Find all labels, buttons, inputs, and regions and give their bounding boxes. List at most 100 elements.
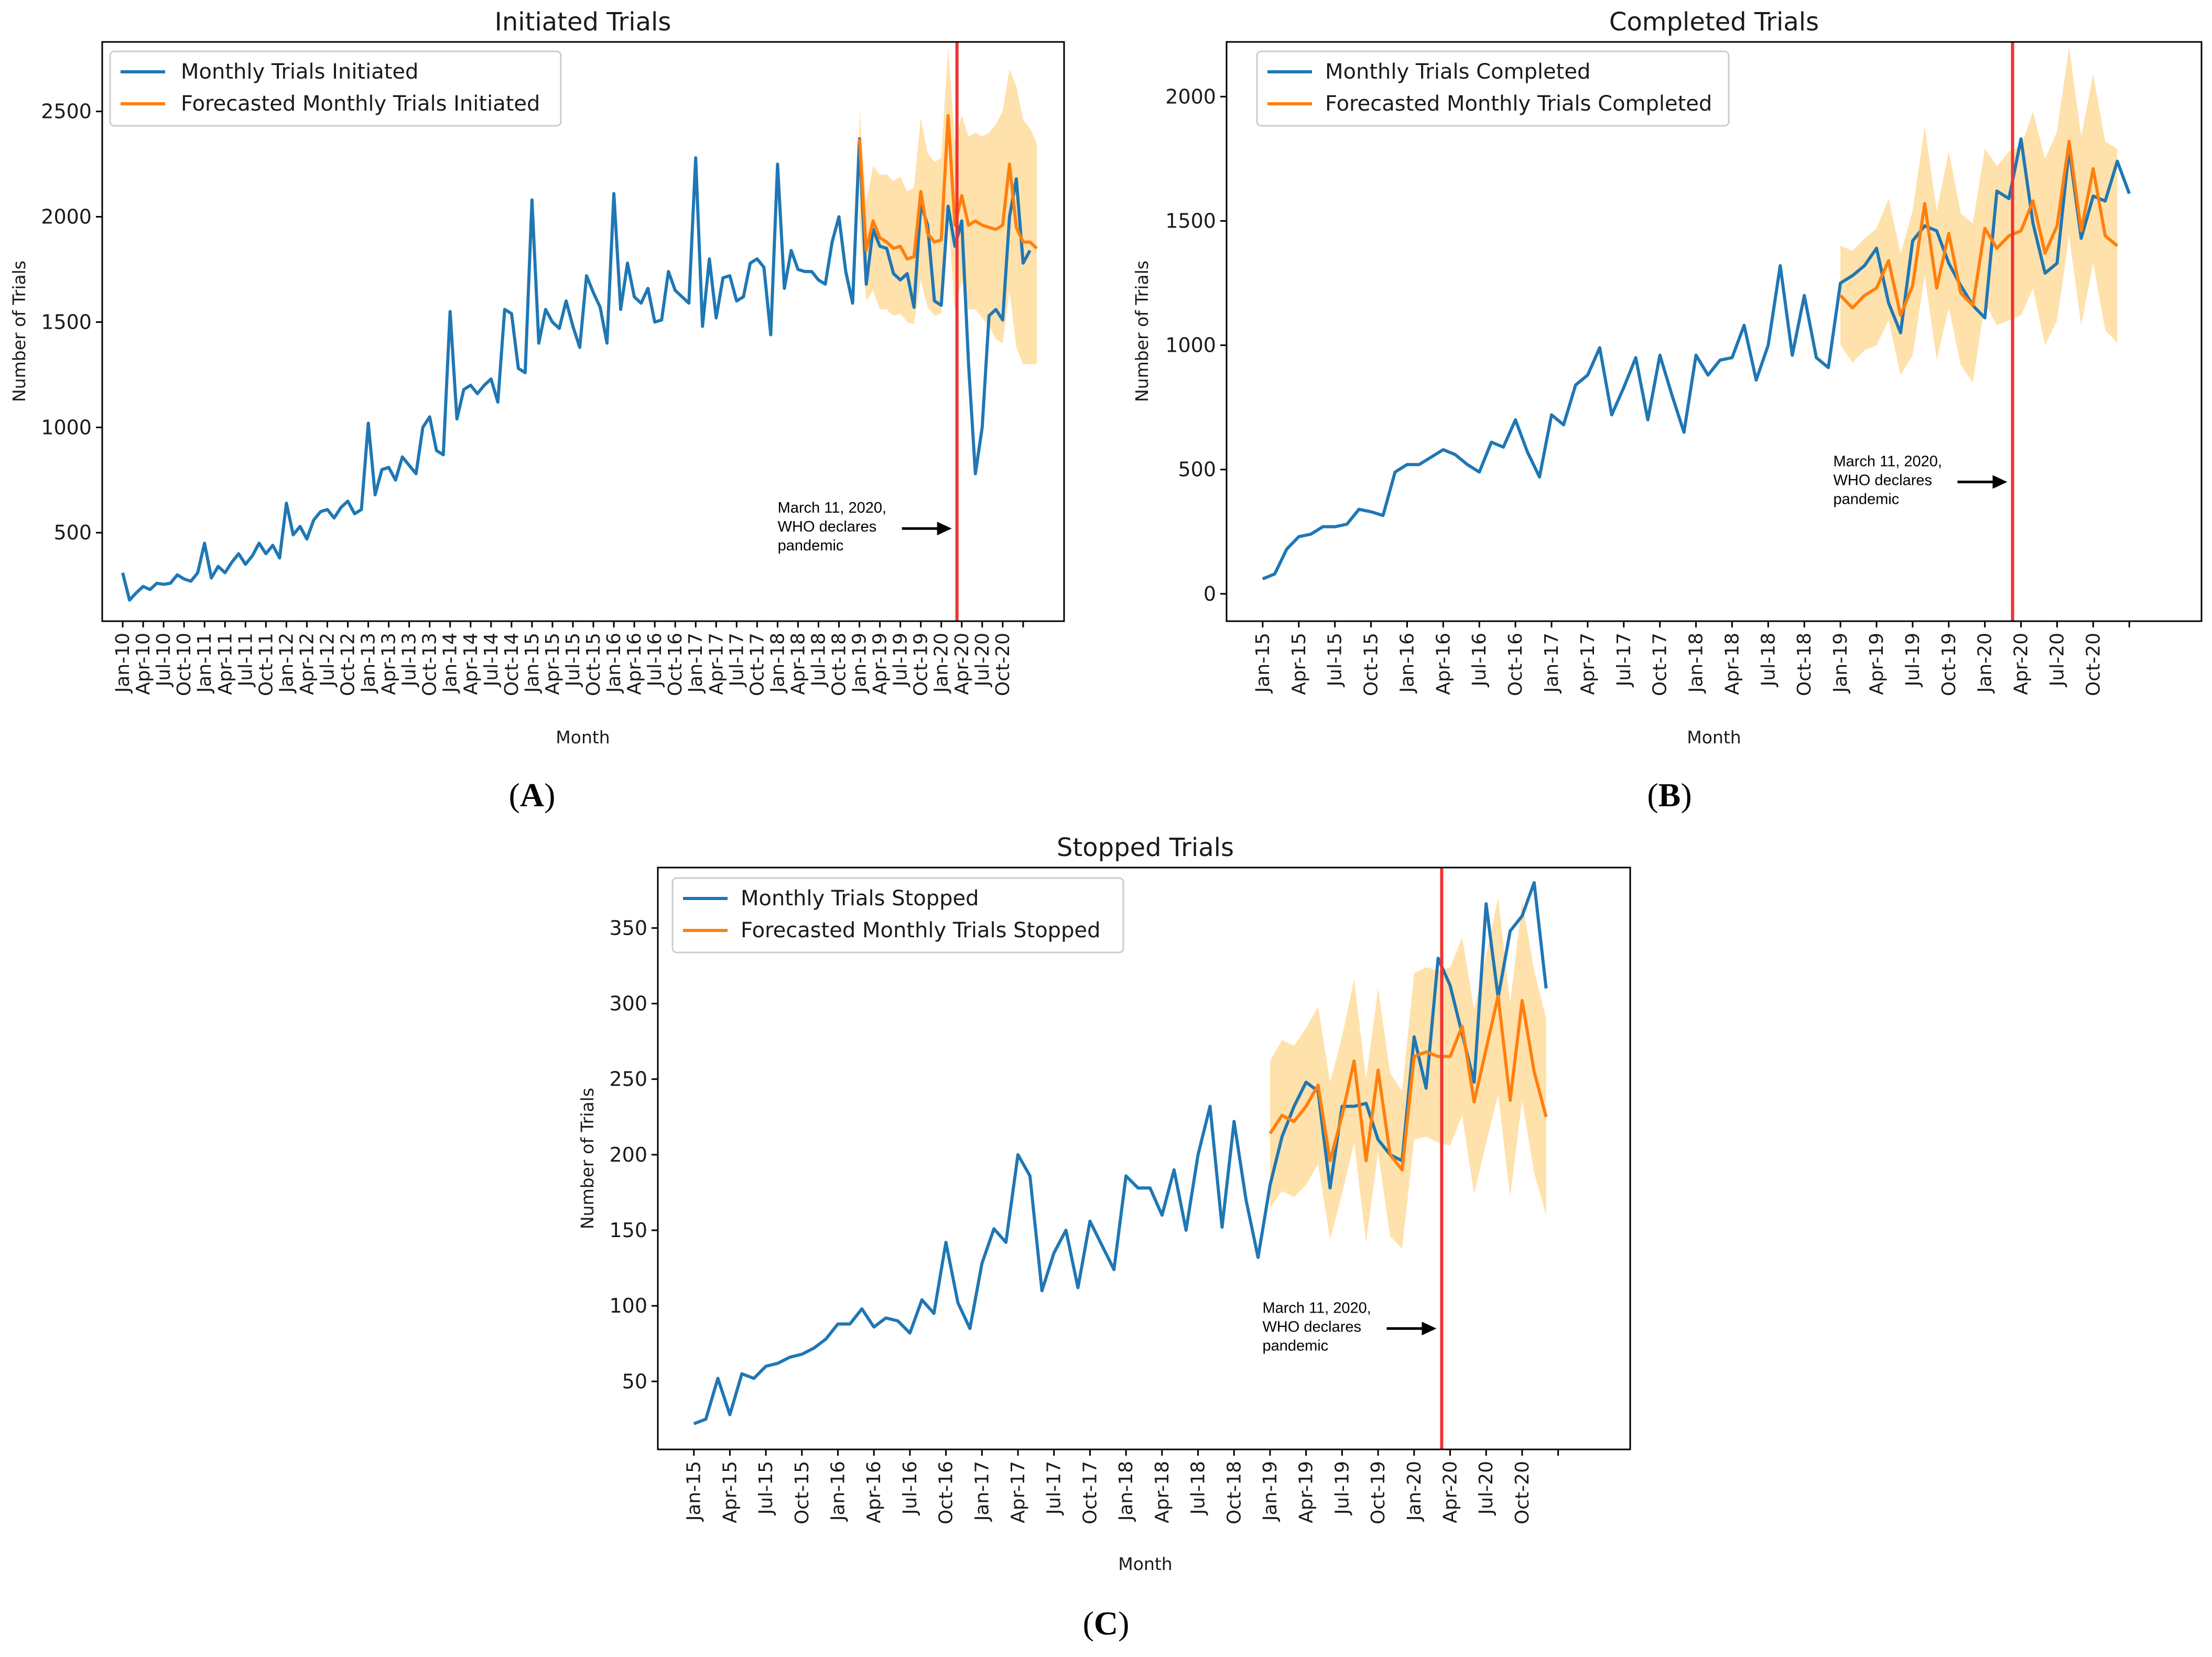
x-tick-label: Apr-17	[1577, 633, 1599, 695]
y-axis-label: Number of Trials	[577, 1088, 598, 1229]
annotation-line: pandemic	[1833, 491, 1899, 507]
x-tick-label: Jan-12	[276, 633, 297, 694]
x-tick-label: Apr-15	[1288, 633, 1310, 695]
x-tick-label: Jul-10	[153, 633, 175, 687]
x-tick-label: Oct-19	[1938, 633, 1960, 696]
x-tick-label: Apr-20	[951, 633, 973, 695]
x-tick-label: Apr-15	[719, 1461, 741, 1523]
axes-layer: 0 500 1000 1500 2000 Jan-15 Apr-15 Jul-15 Oct-15…	[1165, 41, 2203, 696]
x-tick-label: Jan-18	[1115, 1461, 1137, 1522]
legend-box	[671, 877, 1124, 954]
x-tick-label: Jul-20	[1476, 1461, 1497, 1515]
x-tick-label: Jan-16	[603, 633, 625, 694]
y-tick-label: 2000	[1165, 85, 1216, 108]
legend-label-actual: Monthly Trials Initiated	[181, 60, 418, 84]
panel-caption: (C)	[1083, 1605, 1130, 1642]
y-tick-label: 1500	[1165, 209, 1216, 232]
x-tick-label: Oct-18	[1223, 1461, 1245, 1524]
x-tick-label: Jul-20	[972, 633, 993, 687]
y-tick-label: 500	[1178, 458, 1216, 481]
x-tick-label: Apr-20	[1440, 1461, 1461, 1523]
x-tick-label: Jul-12	[317, 633, 339, 687]
y-tick-label: 100	[609, 1294, 647, 1317]
x-tick-label: Oct-15	[1361, 633, 1382, 696]
series-line-forecast	[1839, 139, 2119, 317]
panel-caption: (A)	[509, 776, 556, 814]
x-tick-label: Apr-19	[1296, 1461, 1317, 1523]
x-tick-label: Jul-18	[1758, 633, 1779, 687]
x-tick-label: Apr-18	[787, 633, 809, 695]
x-tick-label: Apr-14	[460, 633, 482, 695]
chart-title: Initiated Trials	[495, 7, 671, 37]
x-tick-label: Apr-16	[624, 633, 645, 695]
y-axis-label: Number of Trials	[1132, 261, 1152, 402]
x-axis-label: Month	[1118, 1554, 1172, 1574]
y-tick-label: 1000	[1165, 334, 1216, 357]
x-tick-label: Jul-18	[1188, 1461, 1209, 1515]
x-tick-label: Jan-19	[1830, 633, 1851, 694]
x-tick-label: Jul-20	[2046, 633, 2068, 687]
legend: Monthly Trials Stopped Forecasted Monthl…	[671, 877, 1124, 954]
x-tick-label: Jan-15	[522, 633, 543, 694]
annotation-line: March 11, 2020,	[778, 500, 886, 516]
x-tick-label: Jul-15	[755, 1461, 777, 1515]
x-tick-label: Oct-18	[1794, 633, 1815, 696]
annotation-text: March 11, 2020, WHO declares pandemic	[1833, 453, 1942, 507]
axes-layer: 5001000150020002500Jan-10Apr-10Jul-10Oct…	[41, 41, 1065, 696]
x-axis-label: Month	[1687, 727, 1741, 748]
x-tick-label: Jul-15	[1325, 633, 1346, 687]
y-tick-label: 350	[609, 916, 647, 939]
annotation-line: WHO declares	[1833, 472, 1932, 489]
x-tick-label: Jul-17	[1044, 1461, 1065, 1515]
x-tick-label: Jul-13	[399, 633, 420, 687]
x-tick-label: Oct-16	[665, 633, 686, 696]
x-tick-label: Apr-16	[1433, 633, 1454, 695]
legend-label-forecast: Forecasted Monthly Trials Completed	[1325, 92, 1712, 116]
x-tick-label: Oct-11	[255, 633, 277, 696]
y-tick-label: 250	[609, 1068, 647, 1091]
y-tick-label: 150	[609, 1219, 647, 1242]
x-tick-label: Apr-16	[863, 1461, 885, 1523]
x-tick-label: Oct-15	[583, 633, 604, 696]
y-tick-label: 300	[609, 992, 647, 1015]
annotation-arrow-head	[937, 522, 952, 536]
x-tick-label: Oct-17	[746, 633, 768, 696]
series-line-forecast	[858, 114, 1038, 261]
x-tick-label: Jul-16	[1469, 633, 1490, 687]
forecast-band	[1270, 897, 1546, 1249]
chart-title: Stopped Trials	[1057, 833, 1234, 862]
series-line-forecast	[1268, 994, 1548, 1172]
plot-frame	[1226, 41, 2203, 622]
x-tick-label: Jan-19	[849, 633, 871, 694]
x-tick-label: Jul-17	[1613, 633, 1635, 687]
panel-initiated: Initiated Trials March 11, 2020, WHO decl…	[9, 7, 1065, 814]
x-tick-label: Jan-20	[1975, 633, 1996, 694]
x-tick-label: Apr-19	[870, 633, 891, 695]
x-tick-label: Jul-19	[890, 633, 912, 687]
x-tick-label: Jan-18	[1686, 633, 1707, 694]
x-tick-label: Jan-20	[931, 633, 952, 694]
x-tick-label: Jan-19	[1260, 1461, 1281, 1522]
forecast-band	[1840, 47, 2118, 383]
x-tick-label: Jul-16	[644, 633, 666, 687]
x-tick-label: Oct-13	[419, 633, 441, 696]
panel-letter: A	[520, 776, 544, 814]
x-tick-label: Jan-17	[971, 1461, 993, 1522]
panel-letter: C	[1094, 1605, 1118, 1642]
x-tick-label: Oct-20	[2083, 633, 2104, 696]
annotation-text: March 11, 2020, WHO declares pandemic	[778, 500, 886, 554]
x-tick-label: Jan-20	[1404, 1461, 1425, 1522]
x-tick-label: Jul-16	[899, 1461, 921, 1515]
x-tick-label: Apr-20	[2011, 633, 2032, 695]
legend-label-actual: Monthly Trials Stopped	[741, 886, 979, 911]
annotation-line: WHO declares	[1262, 1318, 1361, 1335]
y-tick-label: 0	[1203, 582, 1216, 605]
y-tick-label: 1500	[41, 310, 92, 333]
annotation-line: March 11, 2020,	[1262, 1299, 1371, 1316]
x-axis-label: Month	[556, 727, 610, 748]
x-tick-label: Jul-18	[808, 633, 830, 687]
annotation-line: March 11, 2020,	[1833, 453, 1942, 470]
x-tick-label: Oct-14	[501, 633, 523, 696]
x-tick-label: Jul-19	[1902, 633, 1924, 687]
